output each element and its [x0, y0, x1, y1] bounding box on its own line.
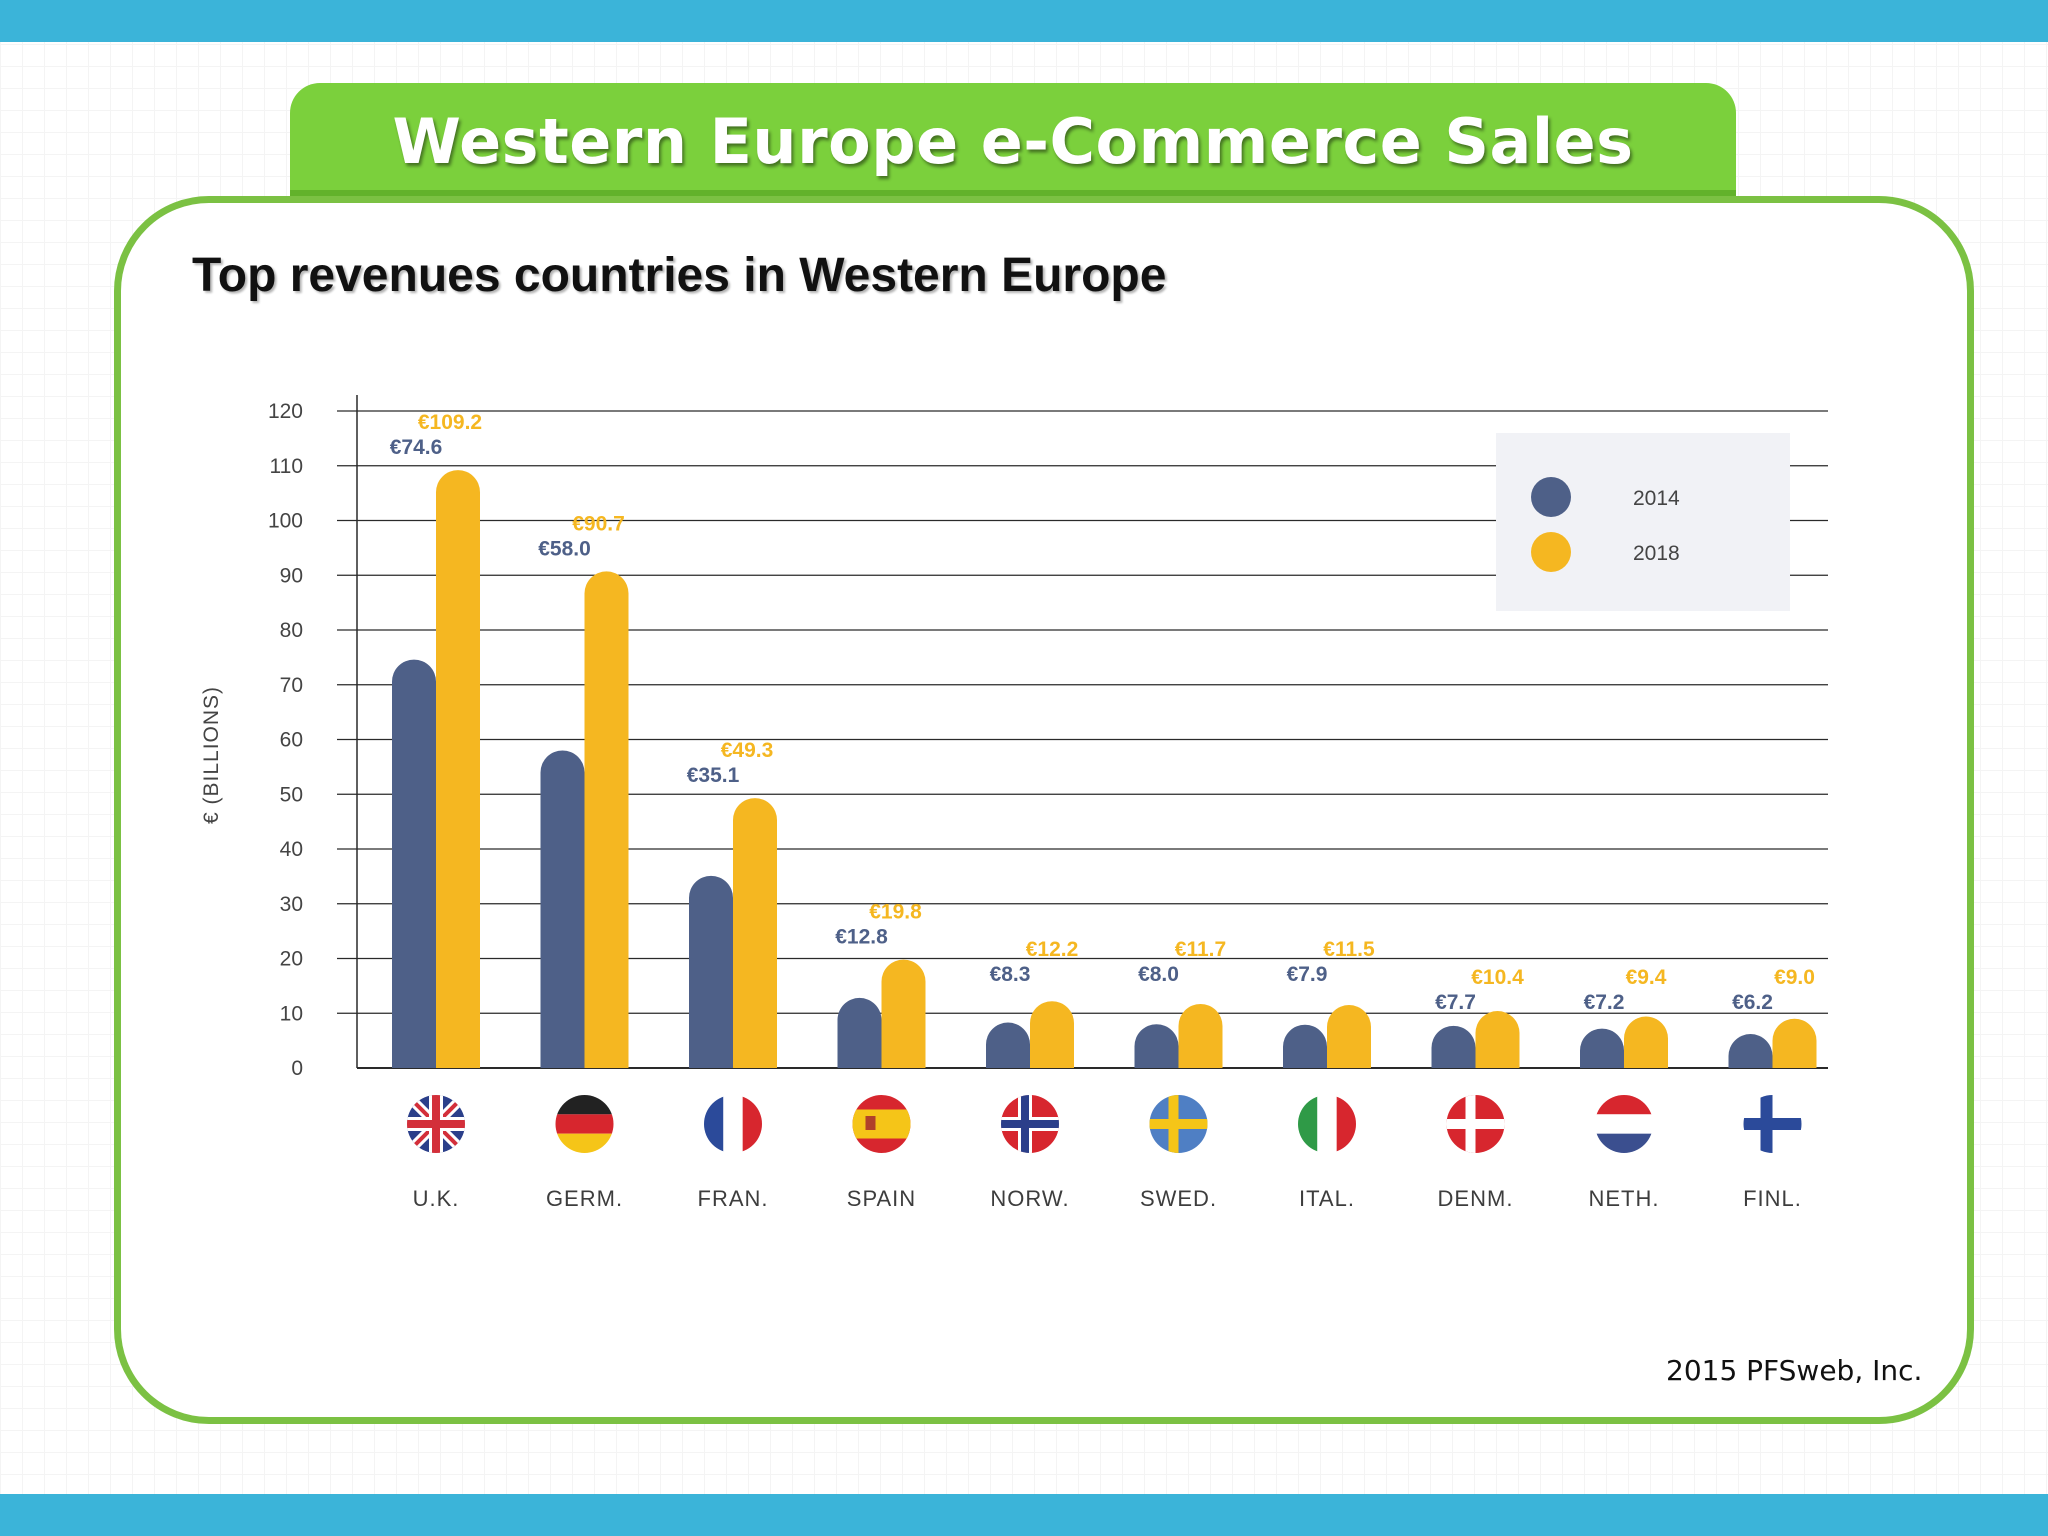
spain-flag: [852, 1095, 911, 1153]
data-label-2018: €9.0: [1774, 966, 1815, 989]
data-label-2018: €9.4: [1626, 966, 1667, 989]
data-label-2018: €19.8: [869, 901, 922, 924]
data-label-2014: €6.2: [1732, 991, 1773, 1014]
source-credit: 2015 PFSweb, Inc.: [1666, 1354, 1923, 1387]
bar-2014-FRAN.: [689, 875, 733, 1068]
category-label: SWED.: [1140, 1186, 1217, 1211]
bar-2014-NETH.: [1580, 1028, 1624, 1068]
bar-2014-FINL.: [1728, 1034, 1773, 1068]
norway-flag: [1001, 1095, 1059, 1153]
category-label: NORW.: [990, 1186, 1069, 1211]
bar-2018-FRAN.: [733, 798, 777, 1068]
legend-box: [1496, 433, 1790, 611]
bar-2014-SPAIN: [837, 997, 882, 1068]
category-label: ITAL.: [1299, 1186, 1355, 1211]
page-title: Western Europe e-Commerce Sales: [392, 105, 1634, 178]
data-label-2014: €7.7: [1435, 991, 1476, 1014]
category-label: U.K.: [413, 1186, 460, 1211]
y-tick-label: 70: [280, 674, 303, 697]
bar-2014-SWED.: [1134, 1024, 1179, 1068]
y-tick-label: 60: [280, 729, 303, 752]
y-tick-label: 40: [280, 838, 303, 861]
data-label-2018: €11.7: [1175, 938, 1226, 961]
y-tick-label: 20: [280, 948, 303, 971]
data-label-2018: €12.2: [1026, 938, 1079, 961]
bar-2014-DENM.: [1431, 1025, 1476, 1068]
italy-flag: [1298, 1095, 1356, 1153]
data-label-2014: €58.0: [538, 537, 591, 560]
bar-2014-GERM.: [540, 750, 585, 1068]
y-axis-label: € (BILLIONS): [200, 686, 223, 824]
bottom-accent-bar: [0, 1494, 2048, 1536]
y-tick-label: 80: [280, 619, 303, 642]
y-tick-label: 10: [280, 1002, 303, 1025]
uk-flag: [407, 1095, 465, 1153]
bar-2014-NORW.: [986, 1022, 1030, 1068]
data-label-2014: €12.8: [835, 926, 888, 949]
legend-label-2014: 2014: [1633, 487, 1680, 510]
germany-flag: [555, 1095, 614, 1153]
category-label: FRAN.: [698, 1186, 769, 1211]
category-label: FINL.: [1743, 1186, 1802, 1211]
bar-2018-FINL.: [1772, 1018, 1817, 1068]
bar-2014-ITAL.: [1283, 1024, 1327, 1068]
top-accent-bar: [0, 0, 2048, 42]
bar-2018-SPAIN: [881, 959, 926, 1068]
bar-2018-GERM.: [584, 571, 629, 1068]
data-label-2018: €109.2: [418, 411, 482, 434]
finland-flag: [1743, 1095, 1802, 1153]
category-label: NETH.: [1589, 1186, 1660, 1211]
y-tick-label: 30: [280, 893, 303, 916]
y-tick-label: 100: [268, 510, 303, 533]
france-flag: [704, 1095, 762, 1153]
y-tick-label: 50: [280, 783, 303, 806]
data-label-2018: €10.4: [1471, 966, 1524, 989]
category-label: DENM.: [1438, 1186, 1514, 1211]
sweden-flag: [1149, 1095, 1208, 1153]
bar-2018-SWED.: [1178, 1003, 1223, 1068]
category-label: SPAIN: [847, 1186, 916, 1211]
data-label-2018: €49.3: [721, 739, 774, 762]
data-label-2014: €7.9: [1287, 963, 1328, 986]
y-tick-label: 110: [270, 455, 303, 478]
data-label-2014: €74.6: [390, 436, 443, 459]
data-label-2014: €8.0: [1138, 963, 1179, 986]
bar-2018-NORW.: [1030, 1001, 1074, 1068]
data-label-2014: €35.1: [687, 764, 740, 787]
bar-2018-NETH.: [1624, 1016, 1668, 1068]
netherlands-flag: [1595, 1095, 1653, 1153]
bar-2018-ITAL.: [1327, 1005, 1371, 1068]
legend-marker-2018: [1531, 532, 1571, 572]
legend-marker-2014: [1531, 477, 1571, 517]
title-banner: Western Europe e-Commerce Sales: [290, 83, 1736, 200]
data-label-2014: €8.3: [990, 963, 1031, 986]
y-tick-label: 120: [268, 400, 303, 423]
denmark-flag: [1446, 1095, 1505, 1153]
bar-2018-DENM.: [1475, 1011, 1520, 1068]
chart-subtitle: Top revenues countries in Western Europe: [192, 249, 1167, 302]
bar-2018-U.K.: [436, 470, 480, 1069]
data-label-2014: €7.2: [1584, 991, 1625, 1014]
data-label-2018: €90.7: [572, 512, 625, 535]
data-label-2018: €11.5: [1323, 938, 1375, 961]
category-label: GERM.: [546, 1186, 623, 1211]
y-tick-label: 90: [280, 564, 303, 587]
bar-2014-U.K.: [392, 659, 436, 1068]
legend-label-2018: 2018: [1633, 542, 1680, 565]
y-tick-label: 0: [291, 1057, 303, 1080]
